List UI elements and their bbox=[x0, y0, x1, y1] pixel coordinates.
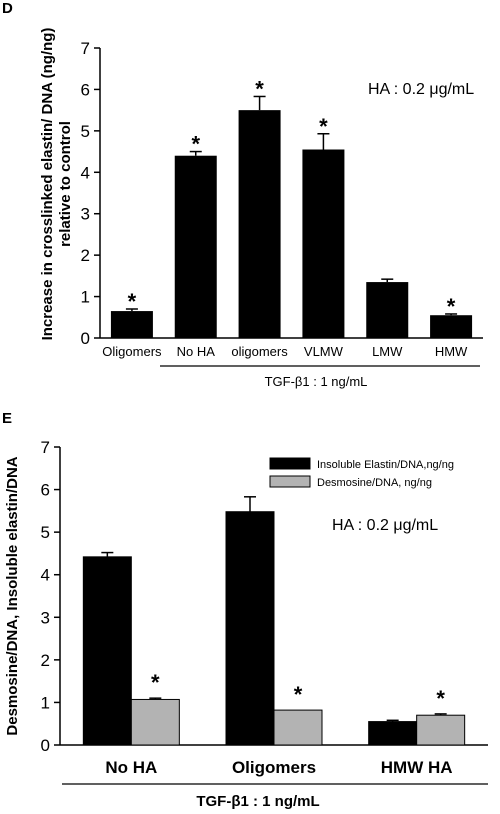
y-tick-label: 5 bbox=[81, 122, 90, 141]
legend-swatch bbox=[269, 475, 311, 488]
significance-marker: * bbox=[319, 114, 328, 139]
legend-label: Desmosine/DNA, ng/ng bbox=[317, 477, 432, 489]
bar bbox=[174, 155, 217, 338]
y-tick-label: 7 bbox=[41, 438, 50, 457]
category-label: LMW bbox=[372, 344, 403, 359]
legend-label: Insoluble Elastin/DNA,ng/ng bbox=[317, 459, 454, 471]
panel-d-chart: D 0 1 2 3 4 5 6 7 Increase in crosslinked elastin… bbox=[2, 0, 483, 389]
y-tick-label: 4 bbox=[81, 163, 90, 182]
significance-marker: * bbox=[447, 294, 456, 319]
category-label: Oligomers bbox=[232, 758, 316, 777]
ha-annotation: HA : 0.2 μg/mL bbox=[368, 81, 474, 98]
bar-insoluble-elastin bbox=[225, 511, 275, 746]
bar bbox=[302, 149, 345, 338]
y-tick-label: 6 bbox=[81, 80, 90, 99]
bar bbox=[430, 315, 473, 338]
y-tick-label: 2 bbox=[41, 651, 50, 670]
y-axis-label-line2: relative to control bbox=[57, 121, 74, 247]
y-tick-label: 3 bbox=[41, 608, 50, 627]
category-label: HMW bbox=[435, 344, 468, 359]
bar-desmosine bbox=[416, 714, 466, 746]
significance-marker: * bbox=[128, 289, 137, 314]
bar-insoluble-elastin bbox=[82, 556, 132, 746]
significance-marker: * bbox=[294, 682, 303, 707]
category-label: VLMW bbox=[304, 344, 344, 359]
y-tick-label: 4 bbox=[41, 566, 50, 585]
bar bbox=[238, 110, 281, 339]
significance-marker: * bbox=[255, 76, 264, 101]
significance-marker: * bbox=[151, 670, 160, 695]
y-tick-label: 0 bbox=[41, 736, 50, 755]
y-tick-label: 6 bbox=[41, 481, 50, 500]
treatment-label: TGF-β1 : 1 ng/mL bbox=[196, 793, 319, 810]
panel-letter-d: D bbox=[2, 0, 13, 17]
y-tick-label: 1 bbox=[81, 288, 90, 307]
treatment-label: TGF-β1 : 1 ng/mL bbox=[265, 374, 368, 389]
category-label: Oligomers bbox=[102, 344, 162, 359]
bar-desmosine bbox=[273, 709, 323, 746]
ha-annotation: HA : 0.2 μg/mL bbox=[332, 517, 438, 534]
y-axis-label: Desmosine/DNA, Insoluble elastin/DNA bbox=[4, 456, 21, 735]
y-tick-label: 5 bbox=[41, 523, 50, 542]
panel-e-chart: E 0 1 2 3 4 5 6 7 Desmosine/DNA, Insoluble elasti… bbox=[2, 410, 488, 810]
category-label: HMW HA bbox=[381, 758, 453, 777]
bar bbox=[366, 282, 409, 338]
panel-letter-e: E bbox=[2, 410, 12, 427]
category-label: No HA bbox=[105, 758, 157, 777]
y-axis-label-line1: Increase in crosslinked elastin/ DNA (ng… bbox=[39, 28, 56, 341]
bar bbox=[110, 311, 153, 338]
y-tick-label: 0 bbox=[81, 329, 90, 348]
y-tick-label: 3 bbox=[81, 205, 90, 224]
bar-insoluble-elastin bbox=[368, 721, 418, 746]
bar-desmosine bbox=[130, 698, 180, 746]
y-tick-label: 7 bbox=[81, 39, 90, 58]
legend-swatch bbox=[269, 457, 311, 470]
category-label: No HA bbox=[177, 344, 216, 359]
category-label: oligomers bbox=[231, 344, 288, 359]
significance-marker: * bbox=[191, 132, 200, 157]
y-tick-label: 1 bbox=[41, 693, 50, 712]
significance-marker: * bbox=[436, 686, 445, 711]
y-tick-label: 2 bbox=[81, 246, 90, 265]
